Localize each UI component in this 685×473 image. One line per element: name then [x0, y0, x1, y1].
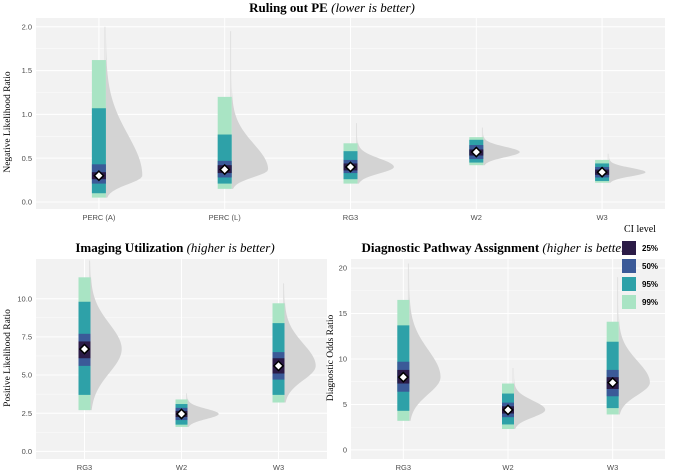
y-tick-label: 15 — [339, 309, 347, 318]
legend-swatch — [622, 241, 636, 255]
panel1-ylabel: Negative Likelihood Ratio — [3, 71, 13, 173]
legend-label: 99% — [642, 298, 658, 307]
legend-title: CI level — [624, 224, 656, 235]
panel-ruling-out-pe: Ruling out PE (lower is better) Negative… — [3, 0, 665, 222]
y-tick-label: 0.0 — [22, 447, 32, 456]
panel2-ylabel: Positive Likelihood Ratio — [3, 309, 13, 407]
density-shape — [231, 31, 269, 189]
point-estimate-marker — [93, 170, 105, 182]
point-estimate-marker — [78, 343, 91, 355]
density-shape — [357, 123, 394, 184]
x-tick-label: RG3 — [77, 463, 92, 472]
x-tick-label: W3 — [596, 213, 607, 222]
y-tick-label: 5 — [343, 400, 347, 409]
point-estimate-marker — [344, 161, 357, 173]
panel2-title: Imaging Utilization (higher is better) — [75, 240, 274, 255]
panel3-title: Diagnostic Pathway Assignment (higher is… — [361, 240, 630, 255]
x-tick-label: W2 — [502, 463, 513, 472]
x-tick-label: W3 — [273, 463, 284, 472]
x-tick-label: PERC (L) — [209, 213, 242, 222]
y-tick-label: 0.0 — [22, 198, 32, 207]
density-shape — [483, 127, 520, 166]
legend-swatch — [622, 277, 636, 291]
legend-swatch — [622, 259, 636, 273]
y-tick-label: 0 — [343, 446, 347, 455]
density-shape — [90, 260, 122, 411]
point-estimate-marker — [607, 376, 619, 389]
panel1-title: Ruling out PE (lower is better) — [249, 0, 415, 15]
legend-label: 25% — [642, 244, 658, 253]
point-estimate-marker — [397, 371, 409, 383]
y-tick-label: 2.0 — [22, 22, 32, 31]
point-estimate-marker — [219, 163, 231, 176]
density-shape — [187, 393, 219, 427]
x-tick-label: W2 — [176, 463, 187, 472]
x-tick-label: RG3 — [343, 213, 358, 222]
density-shape — [284, 283, 316, 403]
point-estimate-marker — [502, 404, 514, 416]
y-tick-label: 1.0 — [22, 110, 32, 119]
y-tick-label: 0.5 — [22, 154, 32, 163]
panel3-ylabel: Diagnostic Odds Ratio — [326, 314, 336, 401]
y-tick-label: 10 — [339, 355, 347, 364]
density-shape — [618, 277, 650, 415]
density-shape — [105, 26, 143, 198]
panel-imaging-utilization: Imaging Utilization (higher is better) P… — [3, 240, 327, 472]
legend-label: 50% — [642, 262, 658, 271]
point-estimate-marker — [175, 408, 188, 420]
x-tick-label: W2 — [471, 213, 482, 222]
x-tick-label: RG3 — [396, 463, 411, 472]
y-tick-label: 2.5 — [22, 409, 32, 418]
density-shape — [409, 263, 441, 421]
x-tick-label: PERC (A) — [82, 213, 115, 222]
legend-swatch — [622, 295, 636, 309]
x-tick-label: W3 — [607, 463, 618, 472]
y-tick-label: 20 — [339, 264, 347, 273]
point-estimate-marker — [470, 146, 482, 158]
panel-diagnostic-pathway: Diagnostic Pathway Assignment (higher is… — [326, 240, 665, 472]
point-estimate-marker — [596, 166, 608, 178]
y-tick-label: 7.5 — [22, 332, 32, 341]
legend: CI level 25% 50% 95% 99% — [622, 224, 658, 309]
density-shape — [609, 153, 646, 183]
density-shape — [514, 368, 546, 429]
y-tick-label: 1.5 — [22, 66, 32, 75]
y-tick-label: 5.0 — [22, 371, 32, 380]
point-estimate-marker — [272, 360, 285, 372]
legend-label: 95% — [642, 280, 658, 289]
y-tick-label: 10.0 — [17, 294, 32, 303]
